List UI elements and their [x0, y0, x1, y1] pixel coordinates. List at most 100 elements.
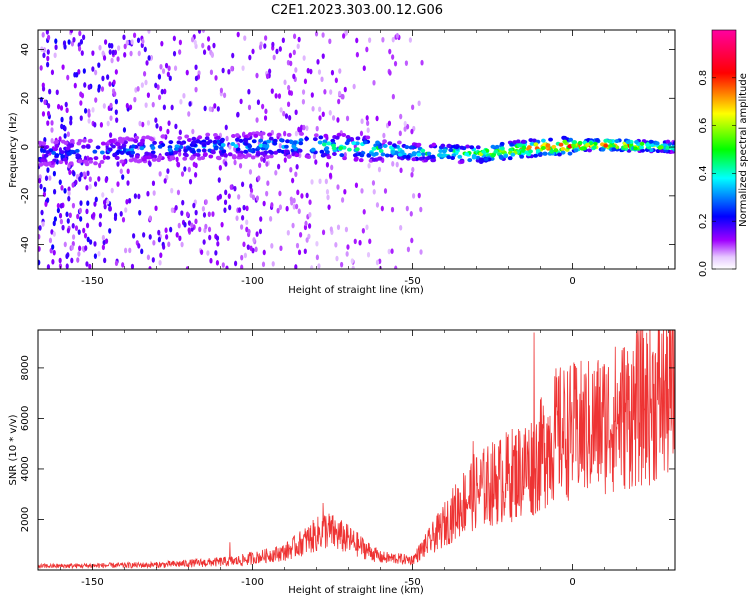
heatmap-speckle	[51, 244, 55, 250]
heatmap-ridge-cell	[648, 148, 654, 153]
heatmap-speckle	[104, 177, 108, 183]
heatmap-ridge-cell	[138, 141, 144, 146]
heatmap-speckle	[159, 252, 163, 259]
heatmap-ridge-cell	[634, 139, 639, 144]
heatmap-speckle	[263, 115, 268, 121]
heatmap-speckle	[46, 167, 50, 173]
heatmap-ridge-cell	[560, 146, 566, 151]
heatmap-ridge-cell	[268, 154, 274, 159]
heatmap-speckle	[168, 75, 172, 82]
heatmap-speckle	[109, 115, 113, 121]
heatmap-speckle	[236, 31, 240, 38]
colorbar-gradient	[712, 30, 736, 269]
heatmap-speckle	[278, 46, 282, 52]
heatmap-speckle	[251, 194, 256, 201]
heatmap-speckle	[198, 226, 202, 233]
heatmap-speckle	[97, 176, 101, 182]
heatmap-ridge-cell	[658, 145, 664, 150]
heatmap-speckle	[85, 208, 89, 215]
heatmap-speckle	[76, 213, 80, 220]
heatmap-ridge-cell	[184, 134, 190, 139]
heatmap-speckle	[336, 224, 341, 231]
heatmap-ridge-cell	[243, 149, 249, 154]
heatmap-ridge-cell	[548, 137, 553, 142]
heatmap-ridge-cell	[251, 139, 257, 144]
heatmap-ridge-cell	[341, 132, 347, 137]
heatmap-speckle	[180, 210, 184, 216]
heatmap-speckle	[58, 179, 62, 185]
heatmap-speckle	[237, 207, 242, 213]
heatmap-ridge-cell	[286, 132, 292, 137]
heatmap-ridge-cell	[130, 150, 136, 155]
heatmap-speckle	[242, 204, 246, 211]
heatmap-speckle	[77, 229, 81, 235]
heatmap-ridge-cell	[247, 132, 253, 137]
heatmap-speckle	[41, 86, 46, 92]
heatmap-speckle	[50, 120, 54, 126]
heatmap-ridge-cell	[213, 132, 218, 137]
heatmap-ridge-cell	[338, 146, 344, 151]
heatmap-speckle	[262, 200, 266, 207]
heatmap-speckle	[207, 226, 212, 233]
heatmap-speckle	[142, 71, 147, 77]
heatmap-ridge-cell	[248, 148, 254, 153]
heatmap-speckle	[50, 229, 54, 235]
heatmap-speckle	[224, 124, 228, 131]
heatmap-ridge-cell	[255, 152, 261, 157]
heatmap-ridge-cell	[100, 141, 106, 146]
heatmap-speckle	[329, 226, 333, 232]
heatmap-speckle	[137, 193, 141, 200]
heatmap-speckle	[161, 68, 166, 74]
heatmap-ridge-cell	[59, 150, 65, 155]
heatmap-speckle	[410, 237, 414, 244]
heatmap-speckle	[152, 240, 156, 246]
heatmap-ridge-cell	[354, 147, 360, 152]
heatmap-speckle	[367, 162, 371, 169]
heatmap-speckle	[114, 69, 118, 75]
heatmap-ridge-cell	[108, 139, 114, 144]
heatmap-ridge-cell	[93, 161, 98, 166]
heatmap-speckle	[59, 218, 64, 225]
heatmap-speckle	[395, 161, 399, 168]
heatmap-speckle	[225, 265, 229, 269]
heatmap-speckle	[249, 183, 253, 190]
heatmap-speckle	[217, 177, 221, 183]
heatmap-ridge-cell	[645, 142, 650, 147]
heatmap-speckle	[215, 260, 220, 266]
heatmap-ridge-cell	[187, 146, 192, 151]
heatmap-speckle	[71, 234, 76, 240]
heatmap-ridge-cell	[269, 150, 275, 155]
colorbar-ticks: 0.0 0.2 0.4 0.6 0.8	[698, 70, 736, 277]
heatmap-speckle	[417, 192, 421, 199]
heatmap-speckle	[52, 170, 56, 177]
heatmap-speckle	[303, 78, 308, 85]
heatmap-ridge-cell	[371, 146, 377, 151]
heatmap-ridge-cell	[268, 136, 274, 141]
heatmap-speckle	[64, 101, 68, 108]
heatmap-speckle	[79, 115, 83, 121]
heatmap-speckle	[380, 205, 384, 212]
heatmap-ridge-cell	[128, 158, 134, 163]
heatmap-speckle	[338, 68, 342, 74]
heatmap-speckle	[58, 136, 62, 142]
heatmap-speckle	[81, 245, 85, 252]
heatmap-speckle	[53, 52, 57, 59]
heatmap-ridge-cell	[354, 141, 360, 146]
heatmap-speckle	[395, 32, 399, 39]
heatmap-speckle	[102, 154, 107, 161]
heatmap-ridge-cell	[321, 142, 327, 147]
spectrogram-ytick-label: -40	[20, 236, 31, 252]
heatmap-ridge-cell	[431, 142, 437, 147]
heatmap-speckle	[305, 237, 309, 243]
heatmap-speckle	[221, 262, 225, 268]
heatmap-speckle	[170, 104, 174, 111]
heatmap-speckle	[297, 36, 301, 43]
heatmap-speckle	[183, 166, 187, 172]
heatmap-speckle	[388, 70, 392, 76]
heatmap-ridge-cell	[292, 140, 298, 145]
heatmap-ridge-cell	[186, 137, 192, 142]
heatmap-ridge-cell	[359, 153, 365, 158]
heatmap-speckle	[327, 204, 331, 210]
heatmap-ridge-cell	[334, 135, 340, 140]
heatmap-ridge-cell	[457, 154, 463, 159]
